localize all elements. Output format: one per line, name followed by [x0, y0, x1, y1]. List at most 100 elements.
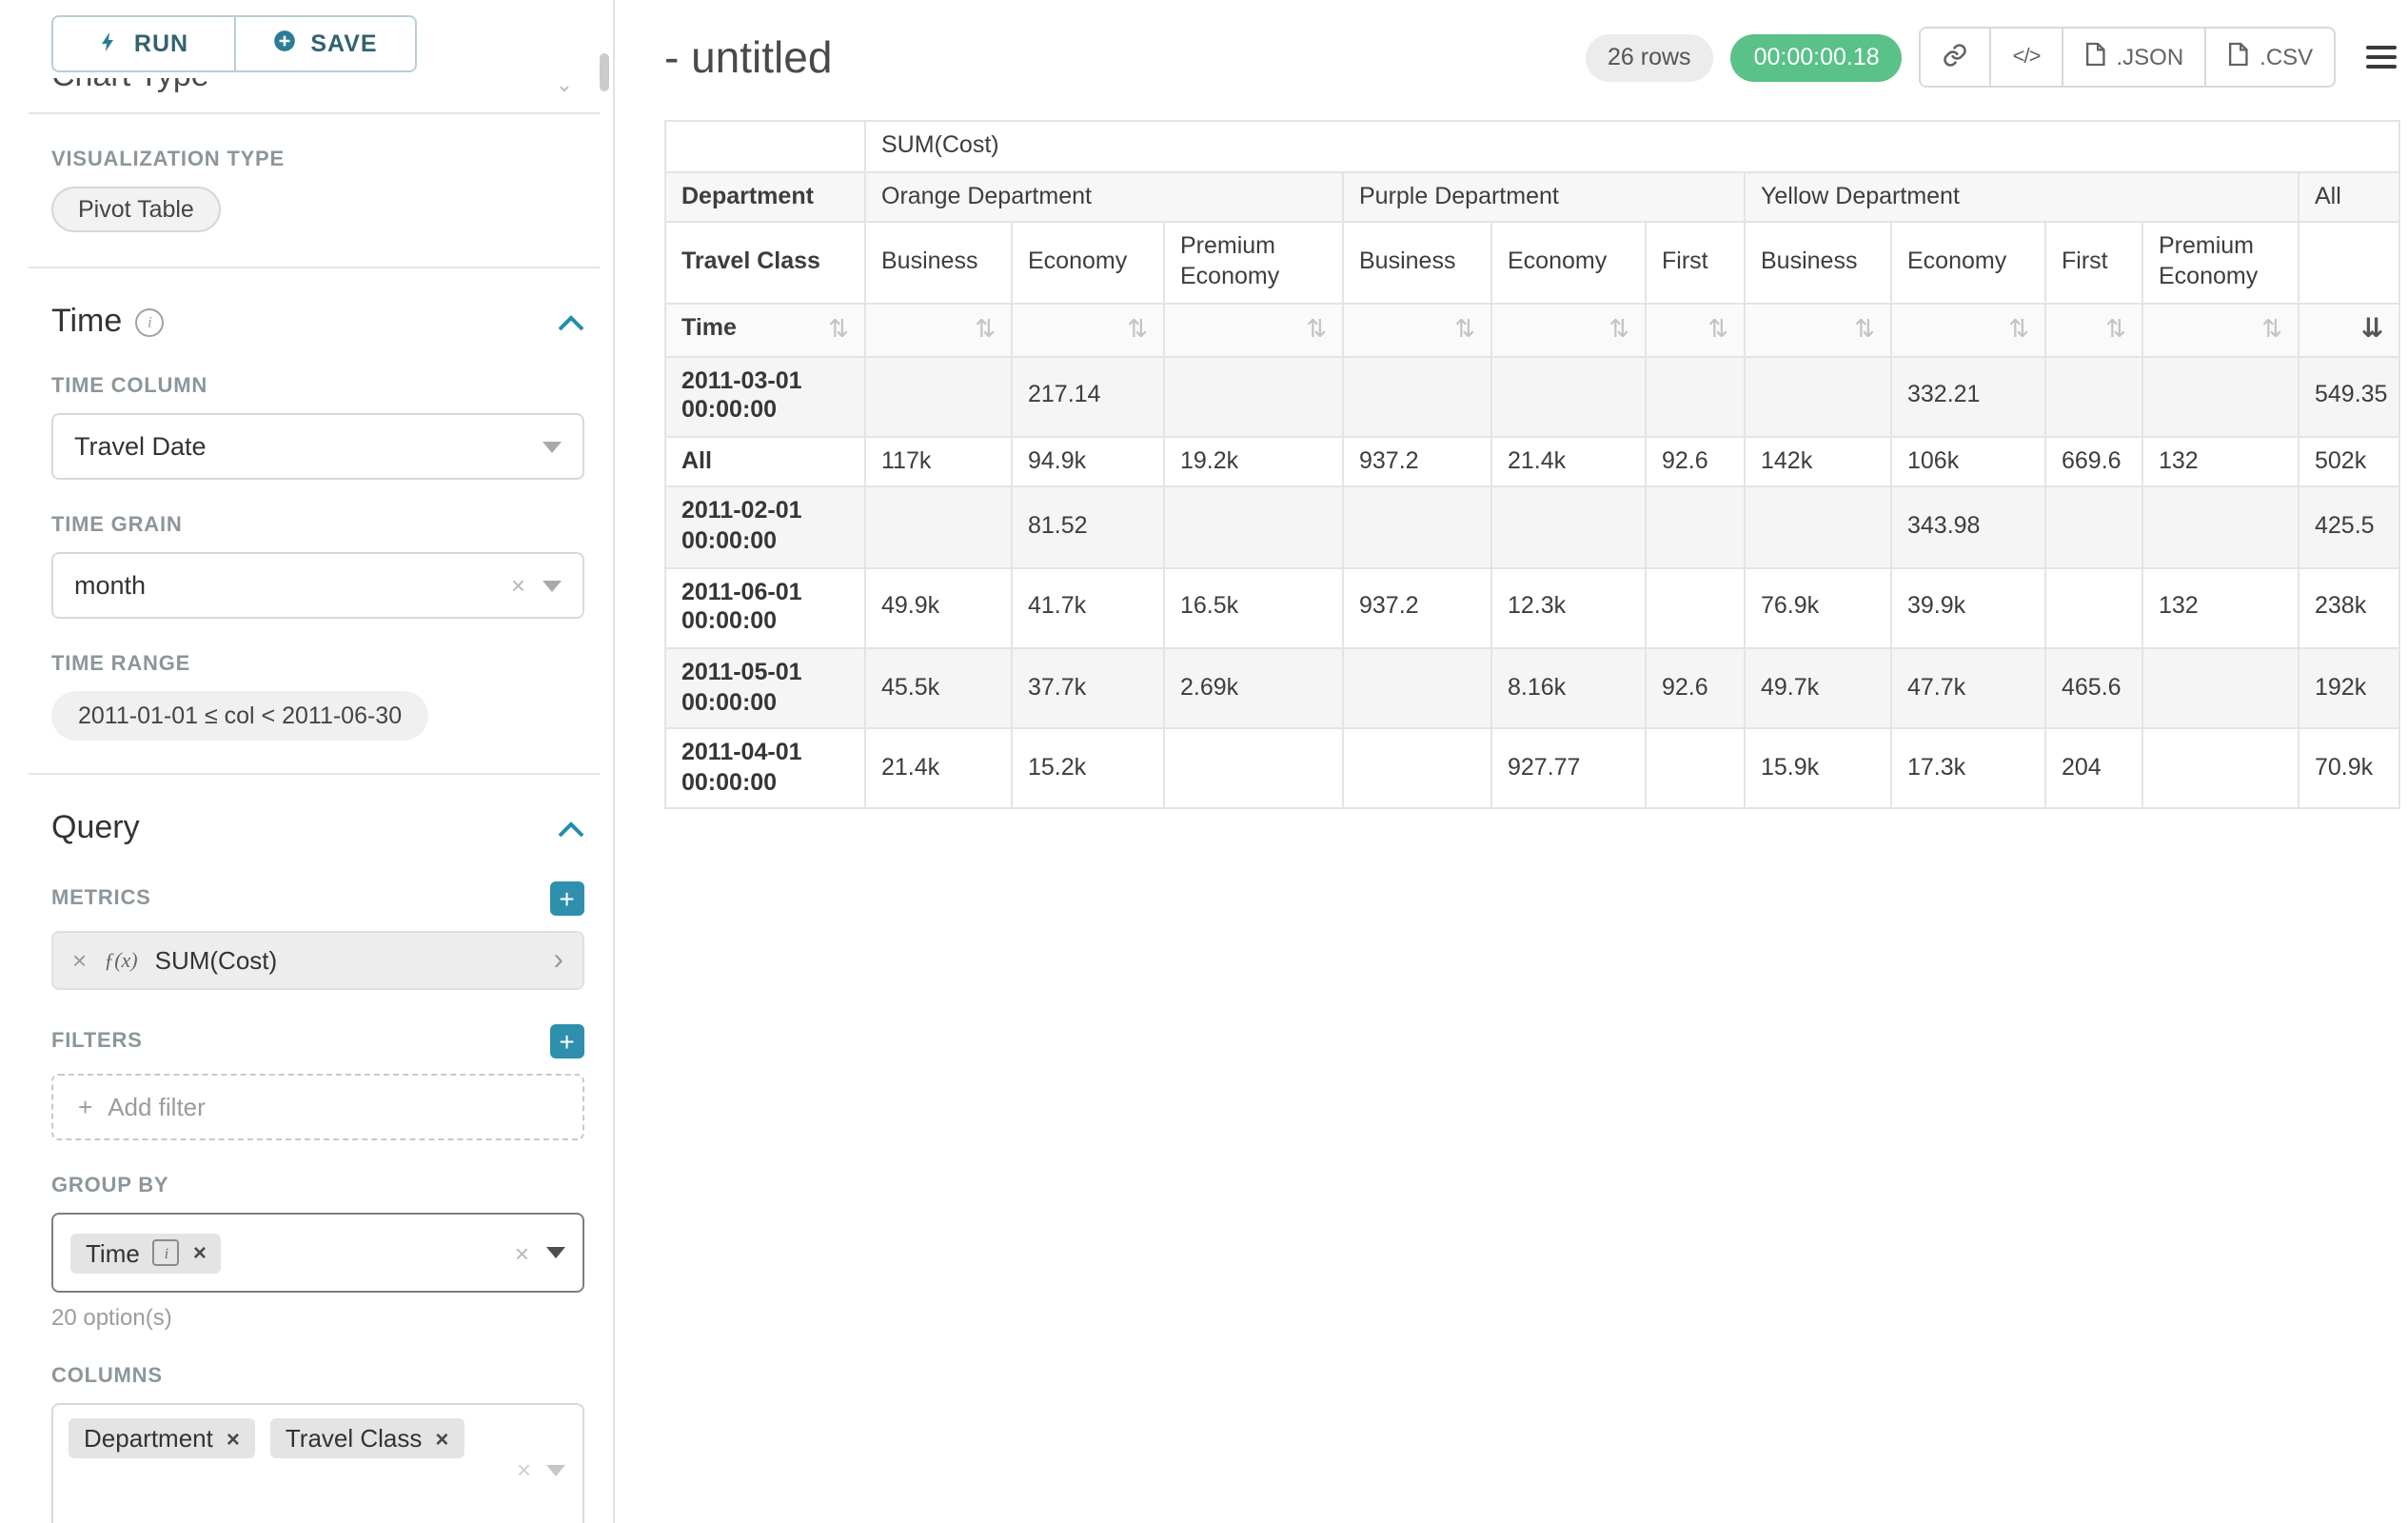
cell	[1342, 727, 1492, 810]
metrics-label-row: METRICS +	[51, 881, 584, 916]
column-header: Economy	[1490, 221, 1647, 305]
menu-button[interactable]	[2362, 37, 2400, 76]
cell: 47.7k	[1890, 646, 2046, 730]
row-header: 2011-06-01 00:00:00	[664, 566, 866, 649]
cell	[864, 485, 1013, 569]
sort-cell: ⇅	[864, 302, 1013, 357]
control-panel-sidebar: RUN SAVE Chart Type ⌄ VISUALIZATION TYPE…	[0, 0, 615, 1523]
share-link-button[interactable]	[1921, 29, 1990, 86]
info-icon: i	[135, 307, 165, 336]
sort-icon[interactable]: ⇅	[1306, 315, 1327, 344]
columns-chip-travel-class[interactable]: Travel Class ×	[269, 1418, 464, 1458]
sort-cell: ⇅	[1163, 302, 1344, 357]
clear-icon[interactable]: ×	[510, 571, 525, 600]
cell: 15.9k	[1744, 727, 1892, 810]
add-filter-plus-button[interactable]: +	[550, 1024, 584, 1058]
sort-icon[interactable]: ⇅	[1454, 315, 1475, 344]
sort-icon[interactable]: ⇅	[1127, 315, 1148, 344]
time-grain-select[interactable]: month ×	[51, 552, 584, 619]
cell: 49.7k	[1744, 646, 1892, 730]
columns-chip-department[interactable]: Department ×	[69, 1418, 255, 1458]
cell	[1342, 354, 1492, 438]
time-column-select[interactable]: Travel Date	[51, 413, 584, 480]
column-header: Business	[864, 221, 1013, 305]
time-section-header: Time i	[51, 303, 584, 341]
chevron-down-icon[interactable]	[546, 1247, 565, 1258]
columns-chip-label: Department	[84, 1424, 213, 1453]
table-row-metric: SUM(Cost)	[664, 120, 2401, 173]
column-header-all-blank	[2297, 221, 2401, 305]
chevron-right-icon[interactable]: ›	[553, 943, 563, 976]
chevron-up-icon[interactable]	[558, 303, 584, 341]
sort-icon[interactable]: ⇅	[828, 315, 849, 344]
cell: 94.9k	[1011, 435, 1165, 488]
divider	[29, 773, 600, 775]
metrics-label: METRICS	[51, 887, 151, 910]
cell: 669.6	[2044, 435, 2143, 488]
row-header: All	[664, 435, 866, 488]
remove-chip-icon[interactable]: ×	[435, 1425, 449, 1452]
cell: 142k	[1744, 435, 1892, 488]
cell: 16.5k	[1163, 566, 1344, 649]
cell	[864, 354, 1013, 438]
export-csv-button[interactable]: .CSV	[2204, 29, 2335, 86]
sort-desc-icon[interactable]: ⇊	[2360, 314, 2384, 345]
add-metric-button[interactable]: +	[550, 881, 584, 916]
sort-cell: ⇅	[1890, 302, 2046, 357]
chevron-up-icon[interactable]	[558, 809, 584, 847]
time-grain-label: TIME GRAIN	[51, 514, 183, 537]
lightning-icon	[98, 28, 121, 60]
chevron-up-icon[interactable]: ⌄	[555, 78, 573, 97]
sort-icon[interactable]: ⇅	[1707, 315, 1728, 344]
time-range-label: TIME RANGE	[51, 653, 191, 676]
clear-icon[interactable]: ×	[516, 1455, 531, 1484]
function-icon: ƒ(x)	[104, 949, 138, 972]
column-group-header: Orange Department	[864, 170, 1344, 224]
cell: 45.5k	[864, 646, 1013, 730]
row-header: 2011-03-01 00:00:00	[664, 354, 866, 438]
cell: 117k	[864, 435, 1013, 488]
cell	[2044, 354, 2143, 438]
sort-icon[interactable]: ⇅	[2105, 315, 2126, 344]
sort-icon[interactable]: ⇅	[2008, 315, 2029, 344]
cell	[1163, 727, 1344, 810]
sort-icon[interactable]: ⇅	[2261, 315, 2282, 344]
row-header: 2011-04-01 00:00:00	[664, 727, 866, 810]
group-by-select[interactable]: Time i × ×	[51, 1213, 584, 1293]
plus-circle-icon	[272, 29, 297, 59]
chevron-down-icon[interactable]	[546, 1464, 565, 1475]
row-count-badge: 26 rows	[1585, 33, 1714, 81]
row-header: 2011-02-01 00:00:00	[664, 485, 866, 569]
cell: 502k	[2297, 435, 2401, 488]
query-timer-badge: 00:00:00.18	[1730, 33, 1903, 81]
add-filter-button[interactable]: + Add filter	[51, 1074, 584, 1140]
export-json-button[interactable]: .JSON	[2061, 29, 2205, 86]
cell	[1490, 485, 1647, 569]
columns-chip-label: Travel Class	[285, 1424, 423, 1453]
cell: 12.3k	[1490, 566, 1647, 649]
row-header: 2011-05-01 00:00:00	[664, 646, 866, 730]
visualization-type-pill[interactable]: Pivot Table	[51, 187, 221, 232]
sidebar-scrollbar[interactable]	[600, 53, 609, 91]
table-row: 2011-06-01 00:00:00 49.9k 41.7k 16.5k 937.2 1…	[664, 566, 2401, 649]
remove-chip-icon[interactable]: ×	[192, 1239, 207, 1266]
cell	[1163, 485, 1344, 569]
sort-icon[interactable]: ⇅	[1854, 315, 1875, 344]
save-button[interactable]: SAVE	[233, 17, 415, 70]
clear-icon[interactable]: ×	[514, 1238, 529, 1267]
sort-icon[interactable]: ⇅	[1609, 315, 1629, 344]
sort-icon[interactable]: ⇅	[975, 315, 996, 344]
metric-chip[interactable]: × ƒ(x) SUM(Cost) ›	[51, 931, 584, 990]
table-row: 2011-04-01 00:00:00 21.4k 15.2k 927.77 15.9k…	[664, 727, 2401, 810]
group-by-chip-time[interactable]: Time i ×	[70, 1233, 222, 1273]
remove-chip-icon[interactable]: ×	[226, 1425, 240, 1452]
run-button[interactable]: RUN	[53, 17, 233, 70]
columns-select[interactable]: Department × Travel Class × ×	[51, 1403, 584, 1523]
cell	[1744, 354, 1892, 438]
time-header-label: Time	[681, 314, 737, 342]
view-query-button[interactable]: </>	[1989, 29, 2062, 86]
time-range-pill[interactable]: 2011-01-01 ≤ col < 2011-06-30	[51, 691, 429, 741]
remove-metric-icon[interactable]: ×	[72, 946, 88, 975]
column-header: First	[2044, 221, 2143, 305]
